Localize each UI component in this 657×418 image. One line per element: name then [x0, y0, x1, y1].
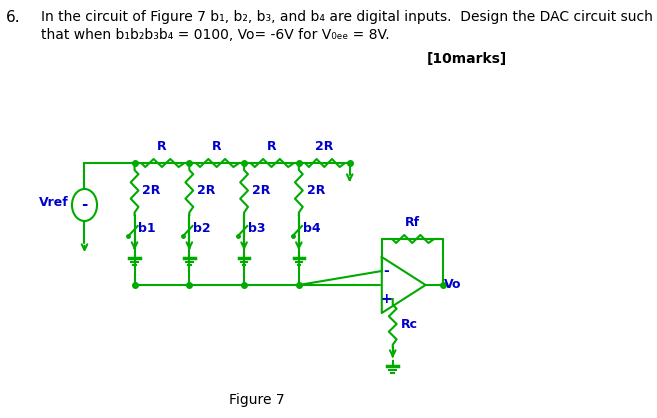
- Text: b2: b2: [193, 222, 211, 234]
- Text: 2R: 2R: [252, 184, 270, 197]
- Text: R: R: [267, 140, 277, 153]
- Text: Figure 7: Figure 7: [229, 393, 284, 407]
- Text: In the circuit of Figure 7 b₁, b₂, b₃, and b₄ are digital inputs.  Design the DA: In the circuit of Figure 7 b₁, b₂, b₃, a…: [41, 10, 652, 24]
- Text: b1: b1: [139, 222, 156, 234]
- Text: Rf: Rf: [405, 216, 420, 229]
- Text: [10marks]: [10marks]: [426, 52, 507, 66]
- Text: R: R: [157, 140, 167, 153]
- Text: 6.: 6.: [7, 10, 21, 25]
- Text: 2R: 2R: [315, 140, 334, 153]
- Text: b3: b3: [248, 222, 265, 234]
- Text: 2R: 2R: [307, 184, 325, 197]
- Text: 2R: 2R: [197, 184, 215, 197]
- Text: b4: b4: [303, 222, 321, 234]
- Text: R: R: [212, 140, 221, 153]
- Text: -: -: [384, 264, 390, 278]
- Text: 2R: 2R: [143, 184, 161, 197]
- Text: that when b₁b₂b₃b₄ = 0100, Vo= -6V for V₀ₑₑ = 8V.: that when b₁b₂b₃b₄ = 0100, Vo= -6V for V…: [41, 28, 390, 42]
- Text: Rc: Rc: [401, 318, 418, 331]
- Text: Vo: Vo: [444, 278, 462, 291]
- Text: Vref: Vref: [39, 196, 69, 209]
- Text: +: +: [380, 292, 392, 306]
- Text: -: -: [81, 197, 87, 212]
